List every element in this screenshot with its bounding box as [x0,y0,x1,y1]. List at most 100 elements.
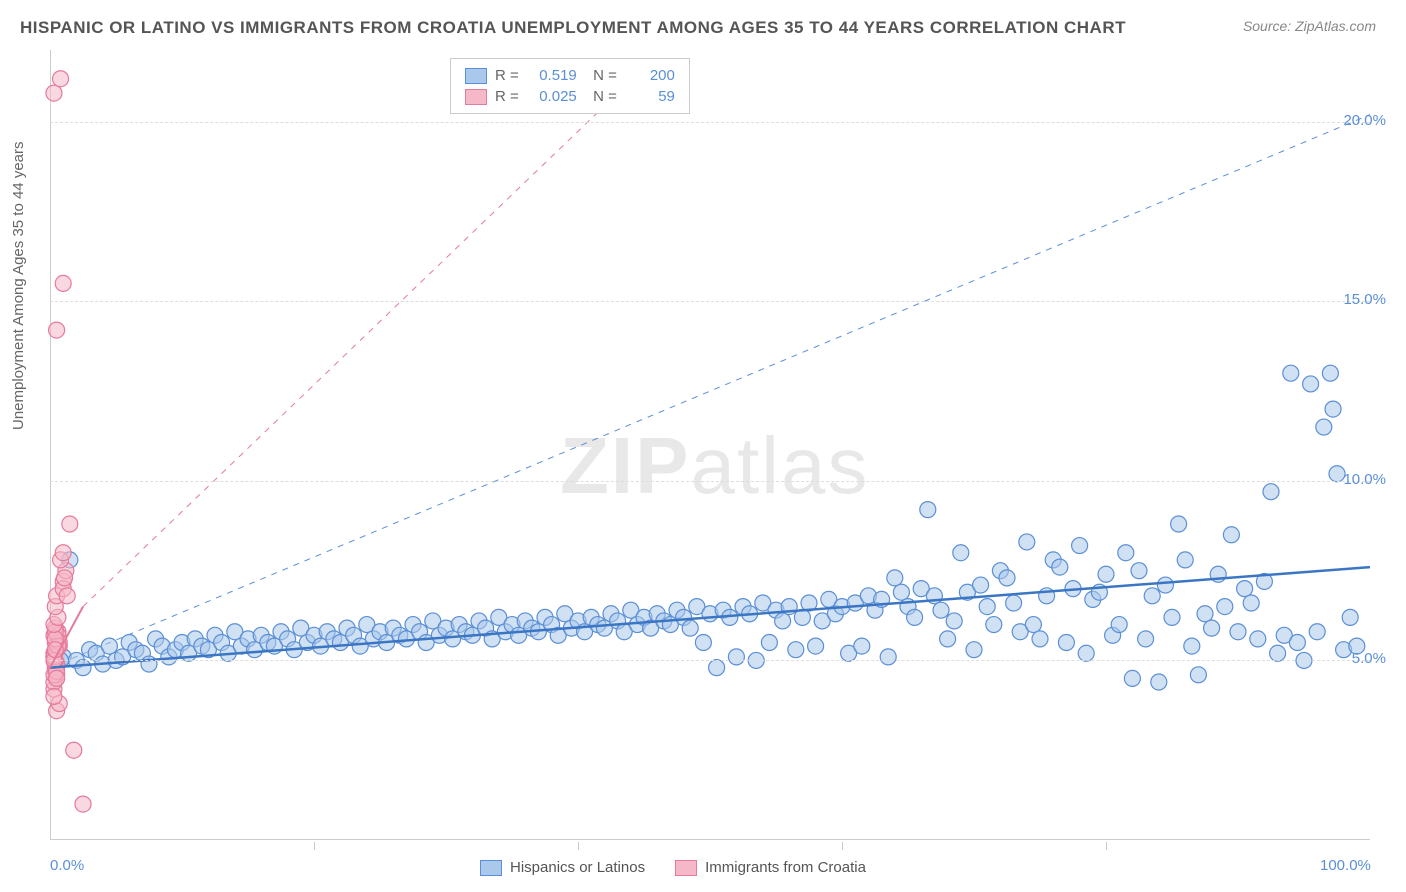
chart-title: HISPANIC OR LATINO VS IMMIGRANTS FROM CR… [20,18,1126,38]
legend-swatch [465,89,487,105]
data-point [1342,609,1358,625]
data-point [1303,376,1319,392]
stat-n-value: 200 [625,67,675,84]
data-point [1309,624,1325,640]
data-point [808,638,824,654]
chart-svg [50,50,1370,840]
data-point [1124,670,1140,686]
data-point [728,649,744,665]
legend-swatch [480,860,502,876]
data-point [46,85,62,101]
legend-swatch [465,68,487,84]
data-point [682,620,698,636]
data-point [1151,674,1167,690]
data-point [1058,635,1074,651]
data-point [66,742,82,758]
stat-r-value: 0.025 [527,88,577,105]
data-point [1098,566,1114,582]
gridline [50,481,1370,482]
data-point [1217,599,1233,615]
data-point [49,670,65,686]
data-point [101,638,117,654]
data-point [1171,516,1187,532]
stat-r-label: R = [495,88,519,105]
data-point [46,688,62,704]
data-point [62,516,78,532]
data-point [907,609,923,625]
data-point [893,584,909,600]
data-point [854,638,870,654]
data-point [966,642,982,658]
data-point [1144,588,1160,604]
data-point [1157,577,1173,593]
data-point [1230,624,1246,640]
data-point [788,642,804,658]
chart-container: HISPANIC OR LATINO VS IMMIGRANTS FROM CR… [0,0,1406,892]
data-point [1204,620,1220,636]
data-point [761,635,777,651]
data-point [887,570,903,586]
y-tick-label: 10.0% [1343,471,1386,488]
data-point [880,649,896,665]
data-point [1250,631,1266,647]
data-point [1138,631,1154,647]
source-label: Source: ZipAtlas.com [1243,18,1376,34]
data-point [1243,595,1259,611]
gridline [50,660,1370,661]
data-point [1184,638,1200,654]
data-point [1072,538,1088,554]
legend-label: Immigrants from Croatia [705,859,866,876]
data-point [59,588,75,604]
stat-n-value: 59 [625,88,675,105]
data-point [75,660,91,676]
data-point [1164,609,1180,625]
data-point [49,322,65,338]
data-point [1006,595,1022,611]
legend-item: Immigrants from Croatia [675,859,866,876]
data-point [1177,552,1193,568]
legend-stat-row: R =0.519 N =200 [465,65,675,86]
data-point [973,577,989,593]
x-tick-label: 0.0% [50,857,84,874]
x-tick [1106,842,1107,850]
x-tick [842,842,843,850]
data-point [1322,365,1338,381]
data-point [1025,617,1041,633]
data-point [1283,365,1299,381]
data-point [953,545,969,561]
legend-stats: R =0.519 N =200R =0.025 N =59 [450,58,690,114]
data-point [1289,635,1305,651]
y-axis-label: Unemployment Among Ages 35 to 44 years [10,141,27,430]
data-point [1052,559,1068,575]
data-point [709,660,725,676]
gridline [50,122,1370,123]
y-tick-label: 20.0% [1343,112,1386,129]
data-point [1131,563,1147,579]
data-point [1270,645,1286,661]
data-point [1325,401,1341,417]
data-point [1078,645,1094,661]
data-point [55,275,71,291]
data-point [775,613,791,629]
data-point [75,796,91,812]
gridline [50,301,1370,302]
stat-n-label: N = [585,67,617,84]
data-point [986,617,1002,633]
data-point [979,599,995,615]
data-point [695,635,711,651]
data-point [933,602,949,618]
data-point [1197,606,1213,622]
trend-line-dashed [83,68,644,607]
x-tick-label: 100.0% [1320,857,1371,874]
data-point [1111,617,1127,633]
legend-series: Hispanics or Latinos Immigrants from Croa… [480,859,866,876]
data-point [1190,667,1206,683]
data-point [47,642,63,658]
legend-stat-row: R =0.025 N =59 [465,86,675,107]
stat-r-label: R = [495,67,519,84]
legend-item: Hispanics or Latinos [480,859,645,876]
data-point [55,545,71,561]
data-point [1316,419,1332,435]
x-tick [578,842,579,850]
data-point [53,71,69,87]
